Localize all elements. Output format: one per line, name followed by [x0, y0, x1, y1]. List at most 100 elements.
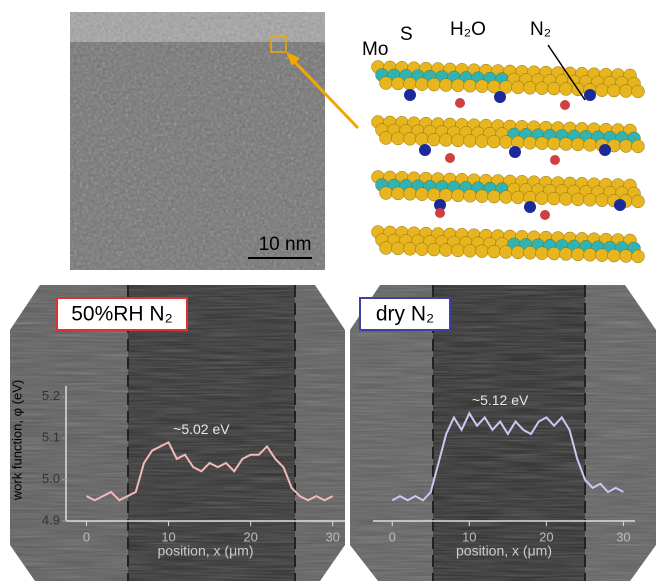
atom — [439, 243, 453, 257]
scale-bar-label: 10 nm — [259, 234, 312, 255]
atom — [583, 138, 597, 152]
x-tick-label: 0 — [83, 529, 90, 544]
atom — [451, 78, 465, 93]
y-axis-label: work function, φ (eV) — [9, 380, 24, 501]
atom — [463, 189, 477, 203]
atom — [391, 186, 405, 201]
atom — [631, 249, 645, 264]
y-tick-label: 5.1 — [42, 430, 60, 445]
atom — [403, 132, 417, 146]
atom — [511, 245, 525, 260]
x-tick-label: 10 — [161, 529, 175, 544]
atom — [487, 79, 501, 94]
atom — [415, 77, 429, 91]
molecule — [434, 199, 446, 211]
molecule — [435, 208, 445, 218]
molecule — [540, 210, 550, 220]
atom — [439, 78, 453, 92]
atom — [451, 133, 465, 148]
molecule — [455, 98, 465, 108]
atom — [535, 136, 549, 150]
atom — [619, 84, 633, 98]
atom — [547, 81, 561, 96]
atom — [391, 131, 405, 146]
atom — [463, 79, 477, 93]
kpfm-image — [10, 285, 345, 581]
atom — [487, 189, 501, 204]
panel-title: 50%RH N₂ — [71, 303, 173, 326]
atom — [379, 76, 393, 90]
molecule — [560, 100, 570, 110]
atom — [547, 136, 561, 151]
atom — [403, 77, 417, 91]
atom — [559, 137, 573, 151]
atom — [631, 139, 645, 154]
atom — [499, 190, 513, 204]
atom — [463, 244, 477, 258]
atom — [511, 190, 525, 205]
atom — [379, 186, 393, 200]
atom — [631, 84, 645, 99]
atom — [571, 192, 585, 207]
atom — [523, 81, 537, 95]
atom-label: Mo — [362, 39, 388, 60]
molecule — [599, 144, 611, 156]
atom — [583, 193, 597, 207]
atom — [391, 241, 405, 256]
atom — [475, 79, 489, 93]
atom — [427, 77, 441, 92]
y-tick-label: 5.2 — [42, 388, 60, 403]
atom-label: S — [400, 24, 413, 45]
molecule — [614, 199, 626, 211]
atom — [511, 80, 525, 95]
atom — [439, 133, 453, 147]
y-tick-label: 5.0 — [42, 471, 60, 486]
atom — [595, 248, 609, 262]
atom — [571, 247, 585, 262]
atom — [607, 83, 621, 98]
panel-title: dry N₂ — [376, 303, 434, 326]
x-tick-label: 10 — [462, 529, 476, 544]
atom — [475, 189, 489, 203]
atom — [391, 76, 405, 91]
atom-label: N₂ — [530, 19, 551, 40]
atom — [619, 249, 633, 263]
atom — [463, 134, 477, 148]
atom — [607, 248, 621, 263]
atom-label: H₂O — [450, 19, 486, 40]
atom — [535, 81, 549, 95]
atom — [619, 139, 633, 153]
atom — [487, 134, 501, 149]
atom — [595, 193, 609, 207]
atom — [451, 188, 465, 203]
molecule — [404, 89, 416, 101]
atom — [523, 246, 537, 260]
atom — [475, 134, 489, 148]
kpfm-image — [350, 285, 656, 581]
atom — [415, 242, 429, 256]
molecule — [419, 144, 431, 156]
atom — [559, 82, 573, 96]
atom — [523, 136, 537, 150]
atom — [427, 242, 441, 257]
atom — [403, 187, 417, 201]
molecular-model — [371, 60, 645, 264]
atom — [403, 242, 417, 256]
molecule — [445, 153, 455, 163]
atom — [559, 192, 573, 206]
x-tick-label: 20 — [243, 529, 257, 544]
atom — [427, 132, 441, 147]
x-tick-label: 30 — [616, 529, 630, 544]
atom — [535, 246, 549, 260]
atom — [475, 244, 489, 258]
annotation: ~5.12 eV — [472, 392, 529, 408]
line-series — [86, 440, 334, 502]
atom — [451, 243, 465, 258]
x-tick-label: 20 — [539, 529, 553, 544]
atom — [535, 191, 549, 205]
atom — [595, 83, 609, 97]
atom — [415, 132, 429, 146]
molecule — [494, 91, 506, 103]
atom — [571, 137, 585, 152]
